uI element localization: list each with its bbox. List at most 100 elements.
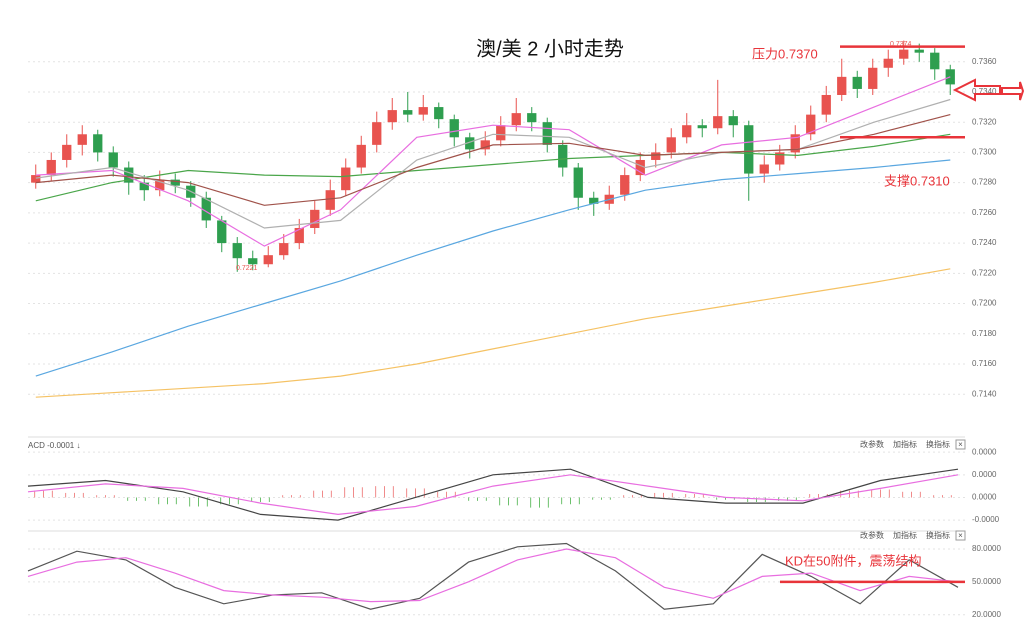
candle-body <box>744 125 754 174</box>
button[interactable]: × <box>958 531 963 540</box>
annotation: 0.7221 <box>236 265 258 272</box>
candle-body <box>294 227 304 244</box>
button[interactable]: 改参数 <box>860 439 884 449</box>
candle-body <box>248 258 258 265</box>
candle-body <box>93 134 103 153</box>
y-tick-label: 0.7300 <box>972 148 997 157</box>
candle-body <box>837 76 847 95</box>
candle-body <box>434 107 444 120</box>
y-tick-label: 0.0000 <box>972 470 997 479</box>
candle-body <box>108 152 118 168</box>
y-tick-label: 0.7360 <box>972 57 997 66</box>
candle-body <box>697 125 707 129</box>
candle-body <box>372 122 382 145</box>
candle-body <box>46 159 56 176</box>
candle-body <box>790 134 800 153</box>
series-line <box>35 114 951 206</box>
y-tick-label: 80.0000 <box>972 544 1001 553</box>
y-tick-label: 0.7200 <box>972 299 997 308</box>
candle-body <box>635 159 645 176</box>
arrow <box>952 78 1001 102</box>
close-box <box>955 530 966 541</box>
annotation: 0.7374 <box>890 41 912 48</box>
y-tick-label: 0.7280 <box>972 178 997 187</box>
chart-title: 澳/美 2 小时走势 <box>476 37 624 60</box>
candle-body <box>31 175 41 183</box>
button[interactable]: 加指标 <box>893 530 917 540</box>
y-tick-label: 50.0000 <box>972 577 1001 586</box>
candle-body <box>325 190 335 210</box>
candle-body <box>263 255 273 265</box>
candle-body <box>480 140 490 150</box>
candle-body <box>542 122 552 145</box>
candle-body <box>124 167 134 183</box>
button[interactable]: × <box>958 440 963 449</box>
candle-body <box>418 107 428 115</box>
button[interactable]: 改参数 <box>860 530 884 540</box>
candle-body <box>279 243 289 256</box>
candle-body <box>558 144 568 168</box>
layer: 0.7140 0.7160 0.7180 0.7200 0.7220 0.7240 0.72… <box>27 40 1001 619</box>
y-tick-label: 0.7340 <box>972 87 997 96</box>
candle-body <box>713 116 723 129</box>
y-tick-label: 20.0000 <box>972 610 1001 619</box>
candle-body <box>496 125 506 141</box>
candle-body <box>465 137 475 150</box>
y-tick-label: 0.7320 <box>972 117 997 126</box>
series-line <box>35 159 951 377</box>
series-line <box>27 548 959 603</box>
candle-body <box>883 58 893 68</box>
candle-body <box>139 182 149 191</box>
candle-body <box>775 152 785 165</box>
button[interactable]: 换指标 <box>926 439 950 449</box>
candle-body <box>930 52 940 70</box>
candle-body <box>217 220 227 244</box>
candle-body <box>155 179 165 191</box>
candle-body <box>310 209 320 228</box>
candle-body <box>620 175 630 195</box>
candle-body <box>387 110 397 123</box>
y-tick-label: 0.7180 <box>972 329 997 338</box>
series-line <box>27 468 959 521</box>
candle-body <box>821 94 831 115</box>
candle-body <box>403 110 413 115</box>
candle-body <box>868 67 878 89</box>
button[interactable]: 加指标 <box>893 439 917 449</box>
candle-body <box>728 116 738 126</box>
candle-body <box>527 113 537 123</box>
candle-body <box>201 197 211 221</box>
candle-body <box>356 144 366 168</box>
candle-body <box>170 179 180 186</box>
candle-body <box>232 243 242 259</box>
candle-body <box>449 119 459 138</box>
candle-body <box>341 167 351 191</box>
candle-body <box>914 49 924 53</box>
candle-body <box>77 134 87 145</box>
macd-header: ACD -0.0001 ↓ <box>28 441 80 450</box>
series-line <box>35 76 951 247</box>
candle-body <box>573 167 583 198</box>
close-box <box>955 439 966 450</box>
candle-body <box>511 113 521 126</box>
series-line <box>27 474 959 516</box>
candle-body <box>589 197 599 204</box>
y-tick-label: -0.0000 <box>972 515 1000 524</box>
y-tick-label: 0.0000 <box>972 447 997 456</box>
button[interactable]: 换指标 <box>926 530 950 540</box>
candle-body <box>682 125 692 138</box>
annotation: 压力0.7370 <box>752 46 818 61</box>
series-line <box>27 542 959 610</box>
y-tick-label: 0.7160 <box>972 359 997 368</box>
y-tick-label: 0.7220 <box>972 268 997 277</box>
candle-body <box>806 114 816 135</box>
y-tick-label: 0.7140 <box>972 389 997 398</box>
series-line <box>35 133 951 202</box>
annotation: 支撑0.7310 <box>884 173 950 188</box>
series-line <box>35 268 951 398</box>
candle-body <box>651 152 661 160</box>
y-tick-label: 0.7240 <box>972 238 997 247</box>
candle-body <box>852 76 862 89</box>
candle-body <box>759 164 769 174</box>
